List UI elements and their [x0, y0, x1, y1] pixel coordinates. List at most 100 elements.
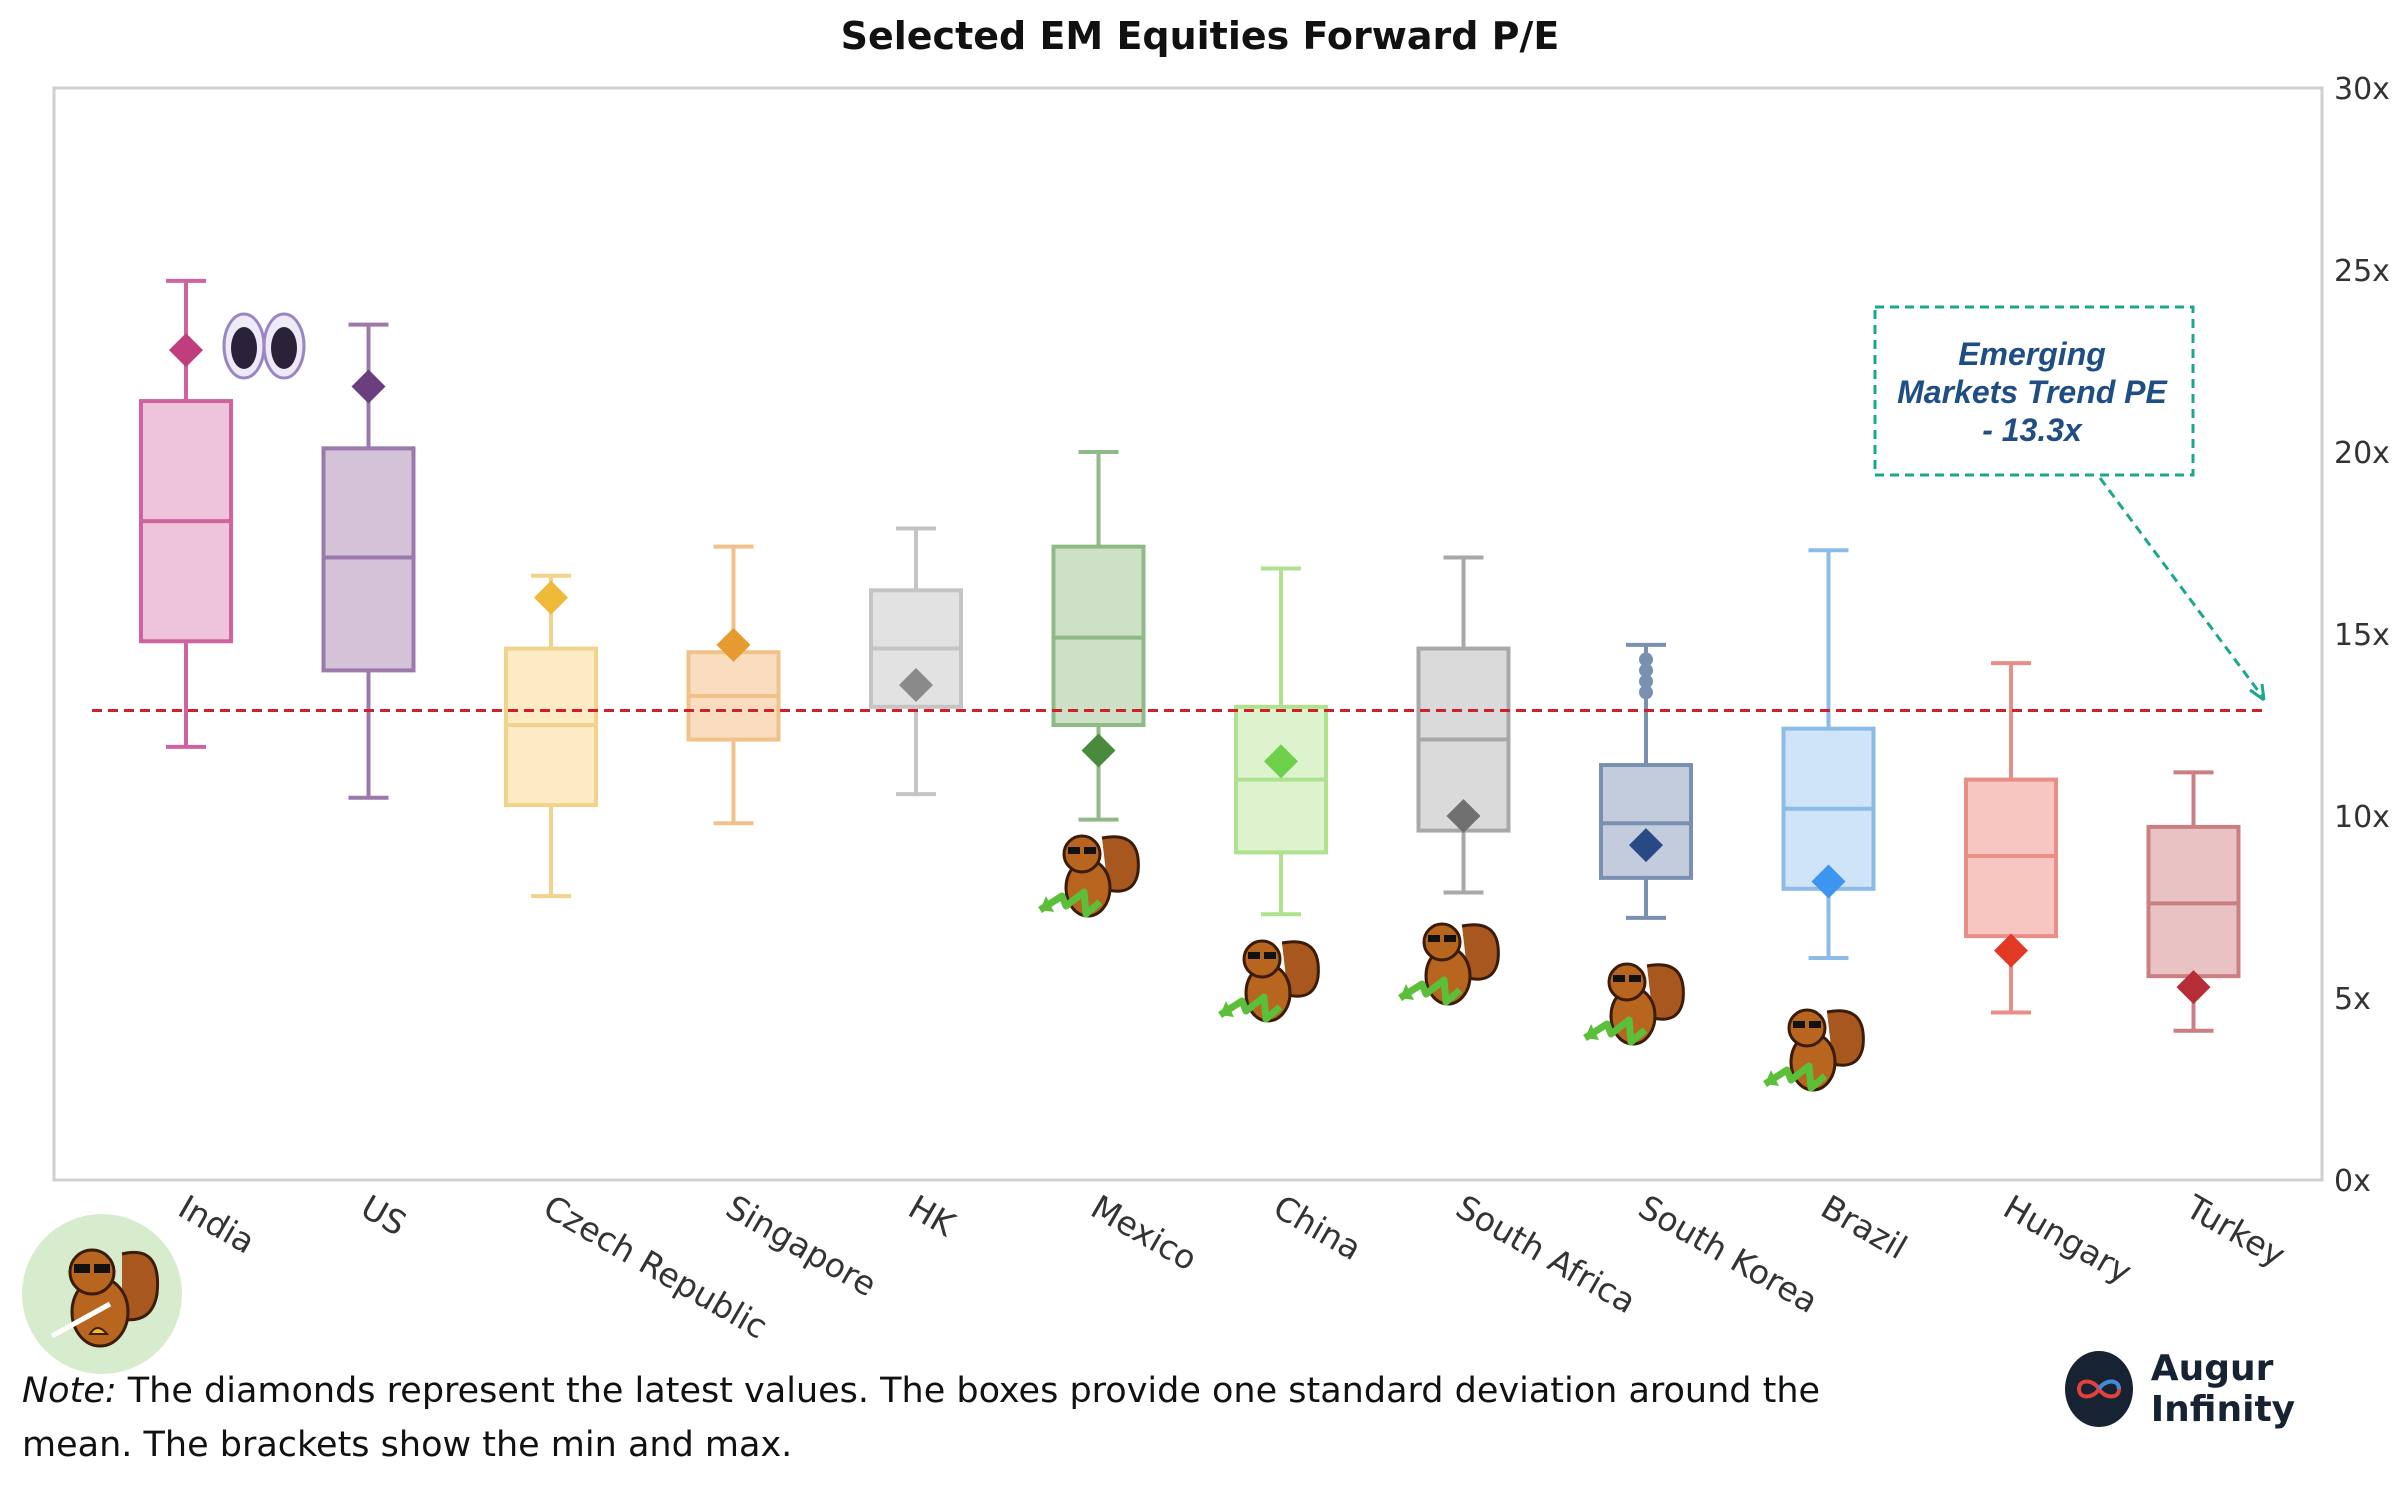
squirrel-mascot-icon: [1218, 939, 1320, 1023]
outlier-point: [1639, 663, 1653, 678]
x-tick-label-us: US: [355, 1187, 414, 1243]
mascot-glasses-left: [1428, 935, 1440, 942]
mascot-glasses-right: [1444, 935, 1456, 942]
y-axis: 0x 5x 10x 15x 20x 25x 30x: [2334, 72, 2390, 1199]
mascot-head: [1607, 962, 1647, 1002]
x-tick-label-hungary: Hungary: [1997, 1187, 2139, 1291]
latest-diamond: [1081, 733, 1116, 768]
mascot-arrow: [1583, 1016, 1648, 1046]
eye-pupil: [231, 327, 257, 369]
box-india: [139, 278, 233, 749]
mascot-arrowhead: [1040, 896, 1054, 912]
mascot-arrowhead: [1400, 984, 1414, 1000]
mascot-tail: [1281, 940, 1320, 998]
squirrel-mascot-icon: [22, 1214, 182, 1374]
mascot-arrowhead: [1765, 1070, 1779, 1086]
latest-diamond: [1629, 828, 1663, 863]
latest-diamond: [1994, 933, 2028, 968]
mascot-tail: [1826, 1009, 1865, 1067]
latest-diamond: [1811, 864, 1846, 899]
brand-name: Augur Infinity: [2150, 1348, 2296, 1430]
mascot-glasses-left: [1613, 975, 1625, 982]
mascot-glasses-right: [1084, 847, 1096, 854]
y-tick-label-25: 25x: [2334, 254, 2390, 289]
y-tick-label-30: 30x: [2334, 72, 2390, 107]
box-mexico: [1051, 450, 1146, 822]
x-tick-label-brazil: Brazil: [1815, 1187, 1914, 1267]
mascot-head: [1787, 1008, 1827, 1048]
mascot-tail: [1461, 923, 1500, 981]
latest-diamond: [716, 627, 751, 662]
mascot-arrow: [1038, 888, 1103, 918]
mascot-head: [1422, 922, 1462, 962]
x-tick-label-china: China: [1267, 1187, 1368, 1268]
box-series: [139, 278, 2241, 1033]
x-tick-label-singapore: Singapore: [720, 1187, 884, 1304]
latest-diamond: [899, 667, 933, 702]
annotation-line-1: Emerging: [1958, 336, 2106, 372]
annotation-box: [1873, 305, 2195, 477]
infinity-icon: [2065, 1351, 2133, 1427]
x-tick-label-turkey: Turkey: [2179, 1187, 2292, 1275]
chart-title: Selected EM Equities Forward P/E: [840, 14, 1560, 58]
outlier-point: [1639, 652, 1653, 667]
mascot-glasses-right: [1264, 952, 1276, 959]
mascot-glasses-right: [1629, 975, 1641, 982]
y-tick-label-10: 10x: [2334, 800, 2390, 835]
eyes-emoji-icon: [222, 312, 306, 380]
box-turkey: [2146, 770, 2241, 1033]
annotation-line-3: - 13.3x: [1982, 412, 2083, 448]
mascot-glasses-right: [1809, 1021, 1821, 1028]
mascot-arrow: [1398, 976, 1463, 1006]
x-tick-label-hk: HK: [902, 1187, 963, 1245]
mascot-tail: [1646, 963, 1685, 1021]
box-china: [1234, 566, 1328, 917]
mascot-glasses-left: [1793, 1021, 1805, 1028]
chart-note: Note: The diamonds represent the latest …: [22, 1364, 1902, 1472]
decorations: [222, 312, 1865, 1092]
box-singapore: [686, 544, 781, 826]
box-hk: [869, 526, 963, 797]
brand: Augur Infinity: [2065, 1348, 2400, 1430]
y-tick-label-15: 15x: [2334, 618, 2390, 653]
y-tick-label-20: 20x: [2334, 436, 2390, 471]
x-tick-label-mexico: Mexico: [1085, 1187, 1204, 1278]
trend-annotation: Emerging Markets Trend PE - 13.3x: [1873, 305, 2266, 702]
squirrel-mascot-icon: [1763, 1008, 1865, 1092]
y-tick-label-5: 5x: [2334, 982, 2371, 1017]
mascot-glasses-left: [1248, 952, 1260, 959]
eye-pupil: [271, 327, 297, 369]
x-tick-label-india: India: [172, 1187, 262, 1261]
mascot-arrow: [1218, 993, 1283, 1023]
squirrel-mascot-icon: [1038, 834, 1140, 918]
mascot-head: [1242, 939, 1282, 979]
latest-diamond: [534, 580, 568, 615]
mascot-head: [1062, 834, 1102, 874]
annotation-line-2: Markets Trend PE: [1897, 374, 2168, 410]
note-prefix: Note:: [22, 1371, 117, 1411]
outlier-point: [1639, 685, 1653, 700]
outlier-point: [1639, 674, 1653, 689]
mascot-tail: [1101, 835, 1140, 893]
mascot-arrowhead: [1220, 1001, 1234, 1017]
latest-diamond: [1264, 744, 1298, 779]
y-tick-label-0: 0x: [2334, 1164, 2371, 1199]
mascot-glasses-left: [1068, 847, 1080, 854]
x-tick-label-south-korea: South Korea: [1632, 1187, 1825, 1321]
mascot-arrow: [1763, 1062, 1828, 1092]
box-south-africa: [1416, 555, 1511, 895]
box-hungary: [1964, 661, 2058, 1015]
squirrel-mascot-icon: [1583, 962, 1685, 1046]
box-south-korea: [1599, 642, 1693, 920]
squirrel-mascot-icon: [1398, 922, 1500, 1006]
x-tick-label-south-africa: South Africa: [1450, 1187, 1643, 1321]
box-brazil: [1781, 548, 1876, 960]
latest-diamond: [2176, 970, 2211, 1005]
annotation-arrowhead: [2249, 683, 2266, 702]
plot-area-frame: [52, 86, 2324, 1182]
box-us: [321, 322, 416, 800]
note-text: The diamonds represent the latest values…: [22, 1371, 1821, 1465]
box-czech-republic: [504, 573, 598, 899]
